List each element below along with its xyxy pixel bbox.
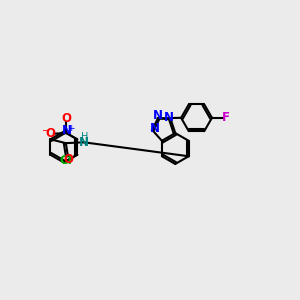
Text: F: F bbox=[222, 111, 230, 124]
Text: −: − bbox=[41, 126, 50, 136]
Text: O: O bbox=[61, 112, 71, 125]
Text: Cl: Cl bbox=[59, 154, 72, 167]
Text: H: H bbox=[81, 132, 88, 142]
Text: N: N bbox=[164, 111, 174, 124]
Text: N: N bbox=[149, 122, 160, 135]
Text: N: N bbox=[61, 124, 71, 137]
Text: O: O bbox=[45, 127, 55, 140]
Text: N: N bbox=[153, 109, 163, 122]
Text: N: N bbox=[79, 136, 89, 149]
Text: O: O bbox=[63, 153, 73, 166]
Text: +: + bbox=[67, 124, 74, 133]
